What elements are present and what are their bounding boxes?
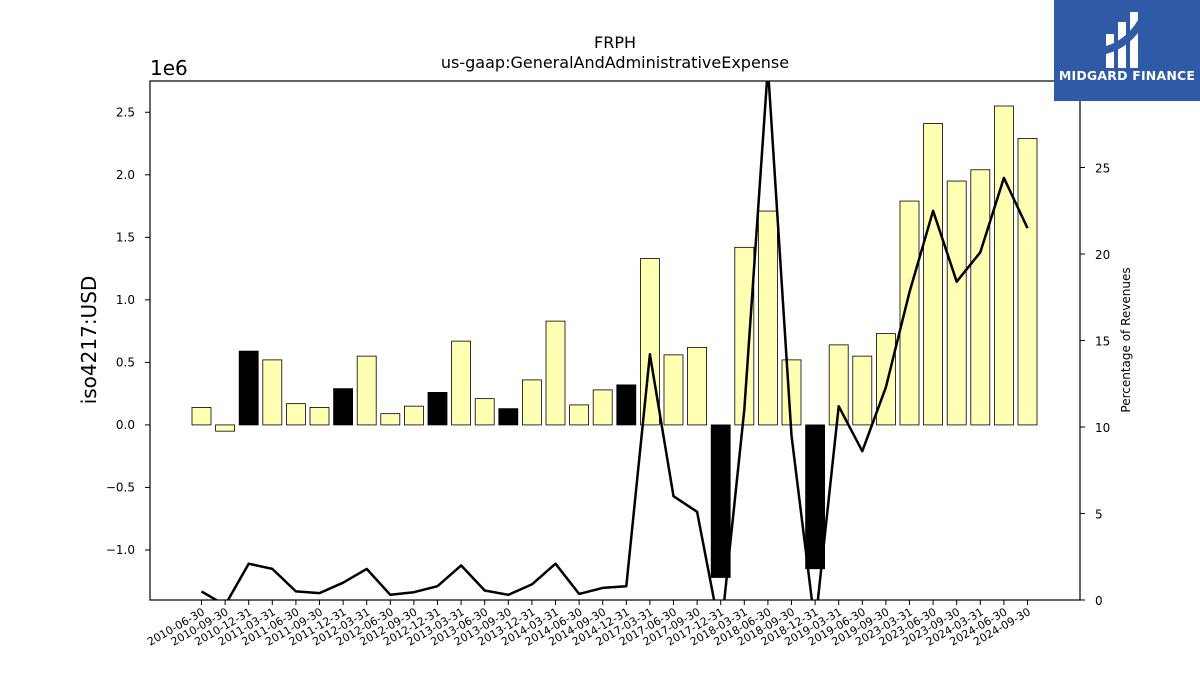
bar-2014-09-30	[592, 389, 613, 426]
bar-2018-12-31	[805, 424, 825, 570]
logo-text: MIDGARD FINANCE	[1058, 68, 1196, 83]
bar-2010-06-30	[191, 407, 212, 426]
bar-2011-03-31	[262, 359, 283, 426]
bar-2024-03-31	[970, 169, 991, 426]
bar-2019-03-31	[828, 344, 849, 426]
y-tick-label: 0.0	[116, 418, 135, 432]
bar-2024-06-30	[994, 105, 1014, 426]
bar-2012-03-31	[356, 355, 377, 426]
bar-2023-03-31	[899, 200, 920, 426]
bars-group	[191, 105, 1038, 578]
y-axis-offset-label: 1e6	[150, 56, 188, 80]
bar-2011-12-31	[333, 388, 354, 426]
y-tick-label: 2.0	[116, 168, 135, 182]
bar-2017-06-30	[663, 354, 684, 426]
y2-tick-label: 15	[1095, 335, 1110, 349]
bar-2012-06-30	[380, 413, 401, 426]
bar-2013-06-30	[474, 398, 495, 426]
y-tick-label: −0.5	[106, 480, 135, 494]
bar-2017-12-31	[710, 424, 731, 578]
bar-2013-03-31	[451, 340, 472, 426]
bar-2012-12-31	[427, 391, 448, 426]
y-tick-label: 1.0	[116, 293, 135, 307]
bar-2024-09-30	[1017, 138, 1038, 426]
bar-2010-12-31	[238, 350, 259, 426]
y2-tick-label: 10	[1095, 421, 1110, 435]
bar-2011-09-30	[309, 407, 330, 426]
y2-tick-label: 20	[1095, 248, 1110, 262]
y2-tick-label: 25	[1095, 162, 1110, 176]
bar-2010-09-30	[215, 424, 236, 432]
axes-group: −1.0−0.50.00.51.01.52.02.505101520253020…	[106, 75, 1110, 649]
chart-subtitle: us-gaap:GeneralAndAdministrativeExpense	[441, 53, 789, 72]
bar-2023-09-30	[946, 180, 967, 426]
logo: MIDGARD FINANCE	[1054, 0, 1200, 101]
chart-title: FRPH	[594, 33, 636, 52]
logo-mark-icon	[1106, 12, 1144, 68]
bar-2013-12-31	[522, 379, 542, 426]
y-tick-label: 2.5	[116, 105, 135, 119]
bar-2014-06-30	[569, 404, 589, 426]
bar-2019-09-30	[876, 333, 896, 426]
y2-tick-label: 0	[1095, 594, 1103, 608]
bar-2014-12-31	[616, 384, 637, 426]
bar-2019-06-30	[852, 355, 873, 426]
y-tick-label: −1.0	[106, 543, 135, 557]
bar-2018-03-31	[734, 246, 755, 426]
bar-2013-09-30	[498, 408, 519, 426]
bar-2018-06-30	[758, 210, 778, 426]
bar-2018-09-30	[781, 359, 802, 426]
y-tick-label: 1.5	[116, 230, 135, 244]
bar-2011-06-30	[285, 403, 306, 426]
y-axis-label: iso4217:USD	[77, 276, 101, 405]
bar-2017-09-30	[687, 346, 707, 426]
line-group	[200, 81, 1029, 600]
y-tick-label: 0.5	[116, 355, 135, 369]
series-line-0	[200, 81, 1029, 600]
bar-2012-09-30	[403, 405, 424, 426]
y2-axis-label: Percentage of Revenues	[1119, 267, 1133, 412]
bar-2023-06-30	[923, 123, 943, 426]
bar-2014-03-31	[545, 320, 566, 426]
y2-tick-label: 5	[1095, 508, 1103, 522]
